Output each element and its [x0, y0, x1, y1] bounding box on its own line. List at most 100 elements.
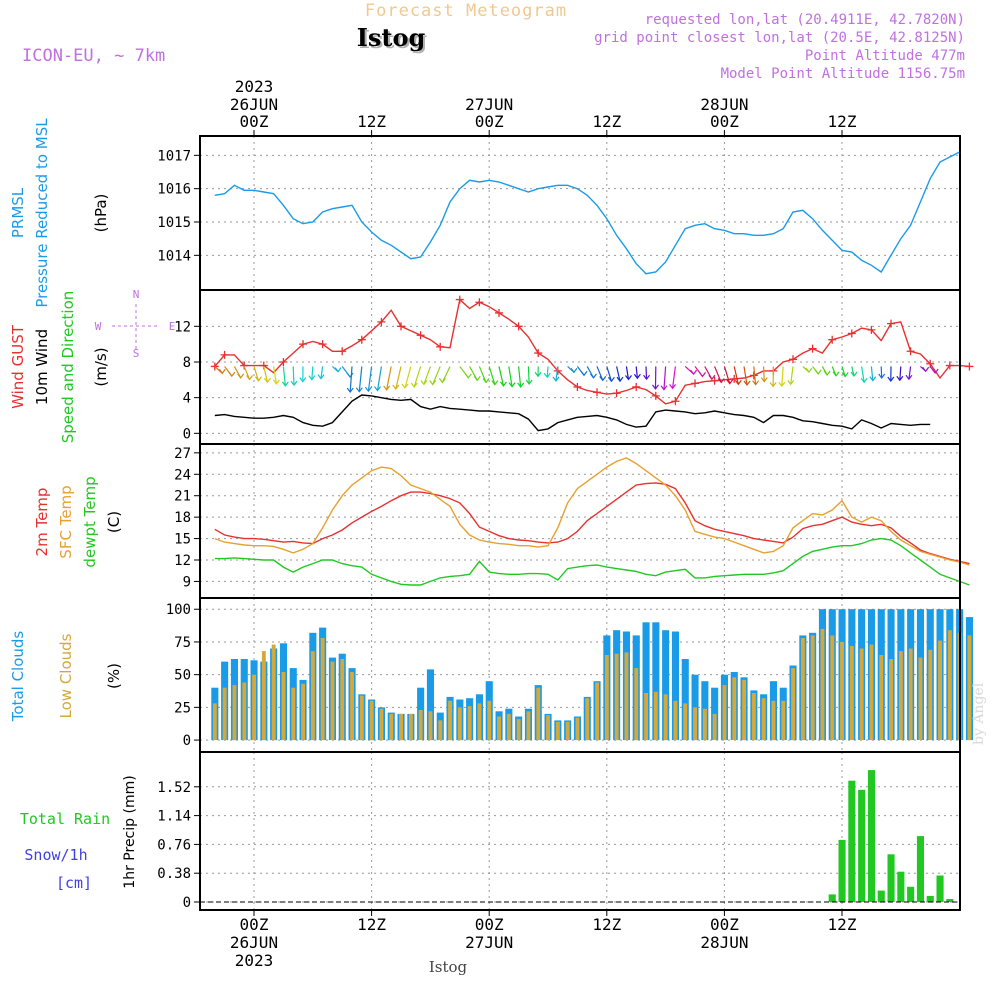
wind-gust-marker — [338, 347, 347, 356]
pressure-panel: 1014 1015 1016 1017 PRMSL Pressure Reduced to… — [9, 118, 961, 308]
top-axis-date-label: 27JUN — [465, 95, 513, 114]
low-cloud-bar — [399, 713, 403, 741]
wind-arrow-head — [272, 379, 280, 385]
wind-direction-arrow — [311, 366, 314, 380]
wind-arrow-head — [660, 385, 668, 391]
precip-ytick-label-2: 0.76 — [157, 837, 191, 853]
low-cloud-bar — [712, 713, 717, 741]
temperature-ytick-label-3: 18 — [174, 510, 191, 526]
low-cloud-bar — [771, 700, 776, 741]
rain-bar — [936, 875, 944, 902]
wind-arrow-head — [552, 376, 560, 382]
wind-ytick-label-3: 12 — [174, 319, 191, 335]
low-cloud-bar — [497, 716, 501, 741]
rain-bar — [838, 839, 846, 902]
pressure-label-1: Pressure Reduced to MSL — [33, 118, 51, 308]
temperature-ytick-label-2: 15 — [174, 532, 191, 548]
pressure-ytick-label-1: 1015 — [157, 215, 191, 231]
wind-arrow-head — [237, 373, 245, 379]
wind-direction-arrow — [723, 366, 731, 384]
wind-direction-arrow — [386, 366, 392, 390]
wind-direction-arrow — [790, 366, 794, 385]
wind-arrow-head — [401, 383, 409, 390]
top-axis-time-label: 12Z — [357, 112, 386, 131]
model-label: ICON-EU, ~ 7km — [22, 46, 165, 66]
wind-direction-arrow — [349, 366, 353, 393]
low-cloud-bar — [565, 721, 570, 741]
low-cloud-bar — [653, 691, 658, 741]
low-cloud-bar — [624, 652, 629, 741]
total-cloud-bar — [652, 622, 660, 741]
precip-label-unit: [cm] — [56, 874, 92, 892]
wind-direction-arrow — [555, 366, 559, 381]
low-cloud-bar — [967, 635, 972, 741]
low-cloud-bar — [732, 677, 737, 741]
wind-arrow-head — [860, 377, 868, 384]
rain-bar — [858, 789, 866, 902]
wind-gust-marker — [495, 308, 503, 317]
wind-gust-marker — [279, 357, 288, 366]
temperature-label-1: SFC Temp — [57, 485, 75, 558]
pressure-ytick-label-2: 1016 — [157, 182, 191, 198]
low-cloud-bar — [673, 700, 678, 741]
low-cloud-bar — [830, 635, 835, 741]
wind-label-1: 10m Wind — [33, 329, 51, 405]
location-title-front: Istog — [357, 23, 426, 52]
wind-gust-marker — [671, 397, 680, 406]
wind-direction-arrow — [606, 366, 613, 382]
wind-arrow-head — [281, 381, 289, 387]
precip-label-snow: Snow/1h — [24, 846, 87, 864]
low-cloud-bar — [359, 695, 364, 741]
wind-direction-arrow — [488, 366, 496, 385]
pressure-ytick-label-0: 1014 — [157, 248, 191, 264]
low-cloud-bar — [330, 661, 335, 741]
wind-direction-arrow — [518, 366, 522, 388]
wind-direction-arrow — [508, 366, 513, 387]
wind-arrow-head — [525, 379, 533, 385]
wind-arrow-head — [708, 374, 716, 381]
precip-ytick-label-3: 1.14 — [157, 809, 191, 825]
wind-gust-marker — [651, 391, 660, 400]
wind-arrow-head — [922, 366, 930, 373]
wind-direction-arrow — [753, 366, 757, 385]
bottom-axis-time-label: 00Z — [475, 915, 504, 934]
wind-direction-arrow — [625, 366, 630, 380]
compass-cross — [112, 304, 160, 350]
temperature-ytick-label-0: 9 — [183, 574, 191, 590]
low-cloud-bar — [546, 715, 550, 741]
temperature-frame — [199, 443, 961, 599]
wind-gust-marker — [514, 322, 523, 331]
wind-arrow-head — [500, 381, 507, 387]
temperature-ylabel: (C) — [105, 511, 123, 533]
wind-ylabel: (m/s) — [92, 347, 110, 386]
wind-direction-arrow — [432, 366, 441, 385]
low-cloud-bar — [751, 693, 756, 741]
wind-direction-arrow — [376, 366, 382, 391]
wind-arrow-head — [778, 381, 786, 388]
wind-arrow-head — [543, 372, 551, 379]
wind-gust-marker — [377, 317, 386, 326]
temperature-ytick-label-1: 12 — [174, 553, 191, 569]
temperature-panel: 9 12 15 18 21 24 27 2m Temp SFC Temp dewpt Temp (C… — [33, 443, 970, 599]
wind-direction-arrow — [870, 366, 874, 381]
top-axis-year-label: 2023 — [235, 77, 274, 96]
low-cloud-bar — [820, 628, 825, 741]
low-cloud-bar — [869, 644, 874, 741]
precip-ylabel: 1hr Precip (mm) — [122, 775, 138, 888]
wind-direction-arrow — [851, 366, 855, 377]
top-axis-time-label: 00Z — [475, 112, 504, 131]
wind-gust-marker — [475, 298, 484, 307]
low-cloud-bar — [310, 651, 315, 741]
rain-bar — [848, 780, 856, 902]
wind-gust-marker — [632, 382, 641, 391]
total-cloud-bar — [426, 669, 434, 741]
wind-label-2: Speed and Direction — [59, 291, 77, 444]
wind-direction-arrow — [527, 366, 530, 384]
low-cloud-bar — [232, 685, 237, 741]
low-cloud-bar — [242, 682, 247, 741]
wind-arrow-head — [420, 380, 428, 386]
precip-ytick-label-0: 0 — [183, 895, 191, 911]
low-cloud-bar — [418, 710, 423, 741]
